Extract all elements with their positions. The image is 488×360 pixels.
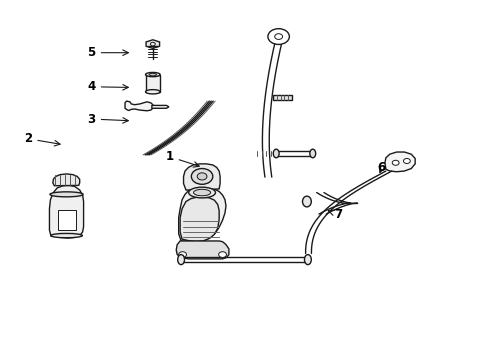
Circle shape <box>274 34 282 40</box>
Circle shape <box>267 29 289 44</box>
Ellipse shape <box>188 187 215 198</box>
Polygon shape <box>49 185 83 238</box>
Polygon shape <box>183 164 220 190</box>
Ellipse shape <box>309 149 315 158</box>
Ellipse shape <box>273 149 279 158</box>
Polygon shape <box>384 152 414 172</box>
Text: 6: 6 <box>377 161 385 174</box>
Text: 7: 7 <box>327 208 341 221</box>
Polygon shape <box>152 105 168 108</box>
Ellipse shape <box>302 196 311 207</box>
Ellipse shape <box>149 73 156 76</box>
Ellipse shape <box>304 255 311 265</box>
Text: 3: 3 <box>87 113 128 126</box>
Polygon shape <box>125 101 153 111</box>
Ellipse shape <box>145 72 160 77</box>
Ellipse shape <box>177 255 184 265</box>
Circle shape <box>403 158 409 163</box>
Circle shape <box>191 168 212 184</box>
Ellipse shape <box>145 90 160 94</box>
Text: 5: 5 <box>87 46 128 59</box>
Polygon shape <box>145 75 160 92</box>
Text: 1: 1 <box>165 150 199 167</box>
Circle shape <box>218 252 226 257</box>
Polygon shape <box>180 197 219 241</box>
Ellipse shape <box>51 233 82 238</box>
Ellipse shape <box>50 192 83 197</box>
Circle shape <box>391 160 398 165</box>
Polygon shape <box>273 95 291 100</box>
Polygon shape <box>176 241 228 259</box>
Polygon shape <box>178 188 225 242</box>
Ellipse shape <box>193 189 210 196</box>
Text: 4: 4 <box>87 80 128 93</box>
Polygon shape <box>146 40 159 48</box>
Circle shape <box>178 252 186 257</box>
Polygon shape <box>53 174 80 186</box>
Text: 2: 2 <box>24 132 60 146</box>
Circle shape <box>150 42 155 46</box>
Polygon shape <box>58 211 76 230</box>
Circle shape <box>197 173 206 180</box>
